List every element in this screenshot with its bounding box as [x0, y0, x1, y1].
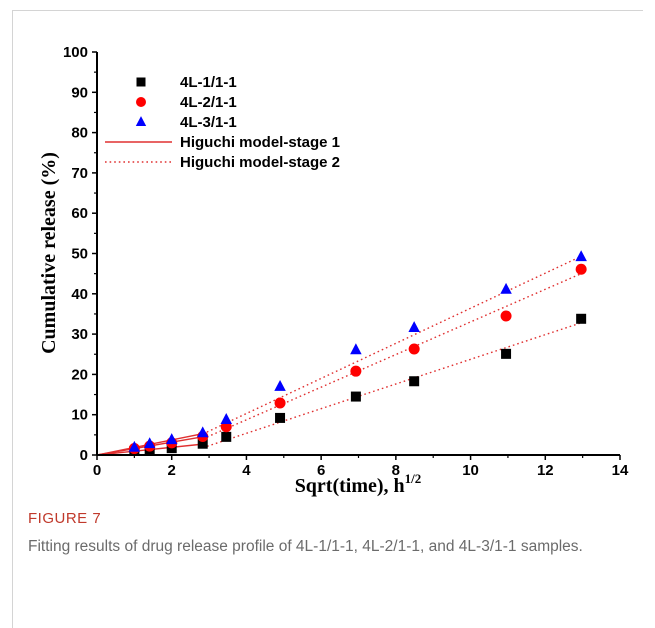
data-point-circle-6: [274, 397, 286, 409]
x-tick-label: 0: [93, 462, 101, 479]
legend-label: 4L-1/1-1: [180, 74, 237, 91]
y-tick-label: 40: [71, 286, 88, 303]
legend-marker-circle: [136, 97, 146, 107]
figure-frame-top: [12, 10, 643, 11]
legend-label: 4L-3/1-1: [180, 114, 237, 131]
data-point-square-4: [197, 438, 208, 449]
data-point-triangle-10: [575, 250, 587, 262]
data-point-triangle-6: [274, 379, 286, 391]
x-tick-label: 10: [462, 462, 479, 479]
y-tick-label: 80: [71, 125, 88, 142]
y-tick-label: 20: [71, 366, 88, 383]
data-point-triangle-9: [500, 282, 512, 294]
x-axis-label-superscript: 1/2: [405, 471, 422, 486]
fit-line-stage-2-1: [202, 322, 582, 449]
y-tick-label: 30: [71, 326, 88, 343]
fit-line-stage-2-2: [202, 273, 582, 440]
y-tick-label: 90: [71, 84, 88, 101]
y-tick-label: 0: [80, 447, 88, 464]
figure-caption: Fitting results of drug release profile …: [28, 538, 583, 555]
data-point-triangle-8: [408, 321, 420, 333]
data-point-triangle-1: [128, 440, 141, 452]
x-tick-label: 4: [242, 462, 251, 479]
x-tick-label: 12: [537, 462, 554, 479]
y-tick-label: 60: [71, 205, 88, 222]
data-point-circle-8: [408, 343, 420, 355]
legend-label: Higuchi model-stage 1: [180, 134, 340, 151]
figure-caption-block: FIGURE 7 Fitting results of drug release…: [28, 510, 628, 559]
y-tick-label: 10: [71, 407, 88, 424]
data-point-triangle-4: [196, 426, 209, 438]
legend-marker-triangle: [135, 116, 147, 126]
y-tick-label: 50: [71, 246, 88, 263]
data-point-circle-5: [220, 421, 232, 433]
legend-label: Higuchi model-stage 2: [180, 154, 340, 171]
data-point-triangle-7: [350, 343, 362, 355]
x-axis-label: Sqrt(time), h1/2: [295, 471, 422, 497]
data-point-square-7: [350, 391, 361, 402]
figure-label: FIGURE 7: [28, 510, 102, 527]
x-tick-label: 6: [317, 462, 325, 479]
legend-label: 4L-2/1-1: [180, 94, 237, 111]
y-tick-label: 100: [63, 44, 88, 61]
data-point-square-6: [275, 412, 286, 423]
x-tick-label: 2: [168, 462, 176, 479]
y-tick-label: 70: [71, 165, 88, 182]
y-axis-label: Cumulative release (%): [38, 152, 60, 354]
release-chart: 0 2 4 6 8 10 12 14 0 10 20 30 40 50 60 70 80 90 100 4L-1/1…: [38, 44, 629, 497]
data-point-square-8: [409, 376, 420, 387]
data-point-circle-10: [575, 263, 587, 275]
x-tick-label: 8: [392, 462, 400, 479]
x-axis-label-text: Sqrt(time), h: [295, 475, 405, 497]
figure-frame-left: [12, 10, 13, 628]
data-point-triangle-5: [220, 413, 233, 424]
legend-marker-square: [136, 77, 146, 87]
data-point-circle-9: [500, 310, 512, 322]
data-point-square-5: [221, 431, 232, 442]
x-tick-label: 14: [612, 462, 629, 479]
data-point-square-10: [576, 313, 587, 324]
fit-line-stage-2-3: [202, 255, 582, 435]
data-point-triangle-2: [143, 437, 156, 449]
data-point-triangle-3: [165, 433, 178, 445]
data-point-square-9: [501, 348, 512, 359]
data-point-circle-7: [350, 365, 362, 377]
